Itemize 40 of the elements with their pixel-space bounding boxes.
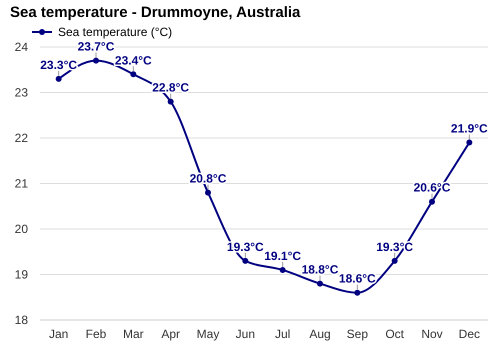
data-label: 23.4°C <box>114 53 152 68</box>
x-tick-label: Apr <box>161 327 180 341</box>
point <box>205 190 211 196</box>
point <box>354 290 360 296</box>
point <box>280 266 286 273</box>
x-tick-label: Jul <box>274 327 290 341</box>
x-tick-label: Feb <box>86 327 107 341</box>
point <box>392 258 398 264</box>
data-label: 23.3°C <box>40 58 78 72</box>
y-tick-label: 18 <box>14 313 28 328</box>
x-tick-label: Oct <box>385 327 405 341</box>
x-tick-label: Jun <box>236 327 256 341</box>
data-label: 18.8°C <box>302 262 339 277</box>
point <box>168 98 174 105</box>
point <box>130 71 136 78</box>
point <box>242 258 248 264</box>
data-label: 23.7°C <box>78 40 115 54</box>
x-tick-label: Aug <box>309 327 331 341</box>
y-tick-label: 20 <box>14 222 28 236</box>
legend-label: Sea temperature (°C) <box>58 25 172 40</box>
x-tick-label: May <box>196 327 220 341</box>
x-tick-label: Dec <box>458 327 480 341</box>
y-tick-label: 22 <box>14 131 28 146</box>
point <box>317 280 323 287</box>
y-tick-label: 19 <box>14 268 28 282</box>
chart-title: Sea temperature - Drummoyne, Australia <box>10 4 302 21</box>
data-label: 18.6°C <box>338 272 376 286</box>
y-tick-label: 24 <box>14 40 28 54</box>
data-label: 21.9°C <box>450 122 488 136</box>
y-tick-label: 21 <box>14 176 28 191</box>
data-label: 19.1°C <box>264 248 302 263</box>
point <box>429 198 435 205</box>
point <box>93 58 99 64</box>
point <box>466 140 472 146</box>
x-tick-label: Mar <box>122 327 144 341</box>
point <box>56 76 62 82</box>
x-tick-label: Sep <box>346 327 368 341</box>
y-tick-label: 23 <box>14 86 28 100</box>
x-tick-label: Nov <box>421 327 443 341</box>
x-tick-label: Jan <box>48 327 68 341</box>
